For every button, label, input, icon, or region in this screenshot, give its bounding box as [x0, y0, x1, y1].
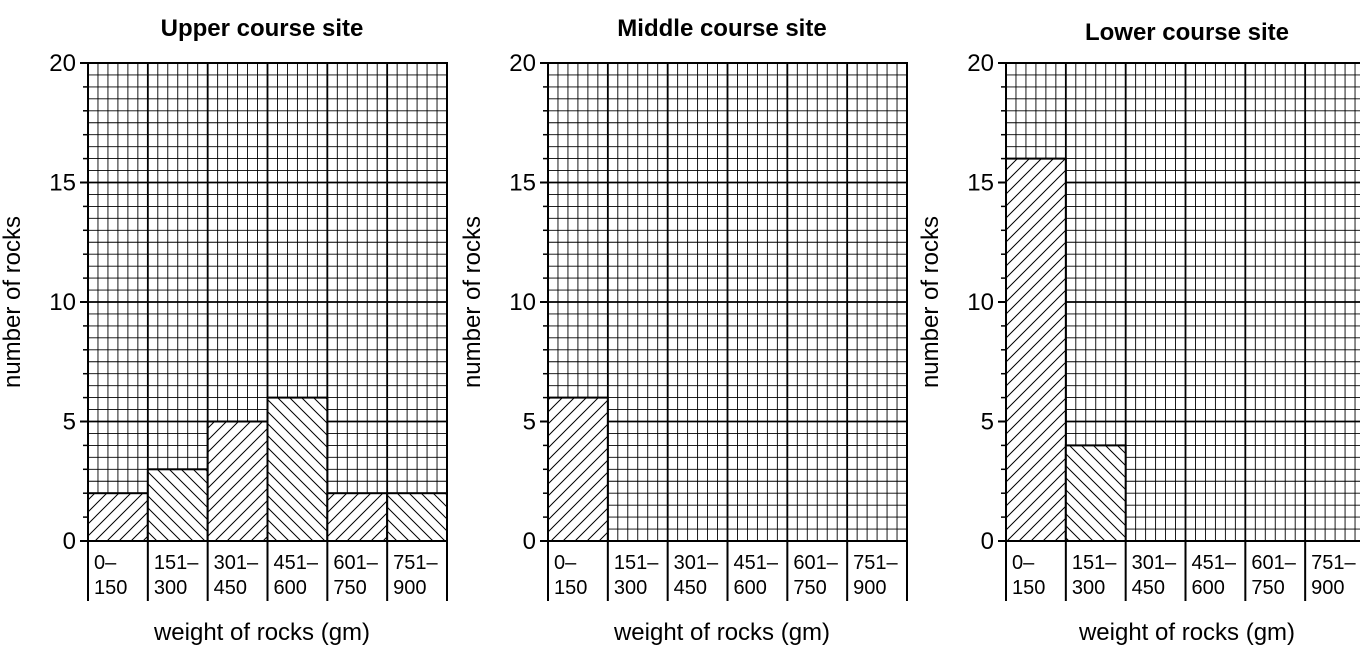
- category-label: 0–: [554, 552, 577, 574]
- y-tick-label: 10: [967, 289, 994, 316]
- category-label: 600: [1192, 577, 1225, 599]
- category-label: 750: [793, 577, 826, 599]
- category-label: 600: [274, 577, 307, 599]
- y-axis-label: number of rocks: [459, 216, 486, 388]
- x-axis-label: weight of rocks (gm): [1078, 619, 1295, 646]
- chart-panel-3: Lower course site 0 5 10 15 20 number of rocks…: [917, 19, 1360, 646]
- y-tick-label: 20: [509, 50, 536, 77]
- category-label: 450: [1132, 577, 1165, 599]
- category-label: 0–: [1012, 552, 1035, 574]
- category-label: 900: [393, 577, 426, 599]
- y-tick-label: 15: [509, 170, 536, 197]
- x-axis-label: weight of rocks (gm): [153, 619, 370, 646]
- y-tick-label: 10: [49, 289, 76, 316]
- bar: [1005, 157, 1067, 542]
- category-label: 151–: [154, 552, 199, 574]
- chart-title: Middle course site: [617, 15, 826, 42]
- category-label: 601–: [333, 552, 378, 574]
- y-tick-label: 10: [509, 289, 536, 316]
- category-label: 301–: [1132, 552, 1177, 574]
- y-tick-label: 5: [523, 409, 536, 436]
- category-label: 900: [1311, 577, 1344, 599]
- category-label: 150: [1012, 577, 1045, 599]
- category-label: 300: [154, 577, 187, 599]
- category-label: 601–: [1251, 552, 1296, 574]
- bar: [326, 492, 389, 543]
- category-label: 751–: [393, 552, 438, 574]
- category-label: 300: [614, 577, 647, 599]
- category-label: 601–: [793, 552, 838, 574]
- bar: [266, 396, 329, 542]
- y-axis-label: number of rocks: [0, 216, 26, 388]
- y-tick-label: 5: [981, 409, 994, 436]
- bar: [386, 492, 448, 543]
- y-tick-label: 0: [523, 528, 536, 555]
- y-tick-label: 5: [63, 409, 76, 436]
- category-label: 900: [853, 577, 886, 599]
- y-tick-label: 0: [63, 528, 76, 555]
- category-label: 151–: [1072, 552, 1117, 574]
- category-label: 301–: [674, 552, 719, 574]
- chart-panel-1: Upper course site 0 5 10 15 20 number of rocks…: [0, 15, 448, 646]
- y-axis-label: number of rocks: [917, 216, 944, 388]
- category-label: 150: [94, 577, 127, 599]
- category-label: 451–: [1192, 552, 1237, 574]
- y-tick-label: 15: [967, 170, 994, 197]
- y-tick-label: 20: [967, 50, 994, 77]
- grid-major: [548, 63, 907, 541]
- category-label: 301–: [214, 552, 259, 574]
- bar: [547, 396, 609, 542]
- category-label: 451–: [274, 552, 319, 574]
- chart-panel-2: Middle course site 0 5 10 15 20 number of rock…: [459, 15, 908, 646]
- category-label: 151–: [614, 552, 659, 574]
- category-label: 600: [734, 577, 767, 599]
- category-label: 451–: [734, 552, 779, 574]
- category-label: 750: [1251, 577, 1284, 599]
- category-label: 450: [674, 577, 707, 599]
- category-label: 751–: [853, 552, 898, 574]
- x-axis-label: weight of rocks (gm): [613, 619, 830, 646]
- bar: [1064, 444, 1127, 542]
- category-label: 450: [214, 577, 247, 599]
- y-tick-label: 0: [981, 528, 994, 555]
- bar: [206, 420, 269, 542]
- bar: [87, 492, 149, 543]
- category-label: 751–: [1311, 552, 1356, 574]
- y-tick-label: 20: [49, 50, 76, 77]
- category-label: 750: [333, 577, 366, 599]
- bar: [146, 468, 209, 542]
- y-tick-label: 15: [49, 170, 76, 197]
- category-label: 150: [554, 577, 587, 599]
- category-label: 0–: [94, 552, 117, 574]
- category-label: 300: [1072, 577, 1105, 599]
- chart-title: Lower course site: [1085, 19, 1289, 46]
- chart-title: Upper course site: [161, 15, 364, 42]
